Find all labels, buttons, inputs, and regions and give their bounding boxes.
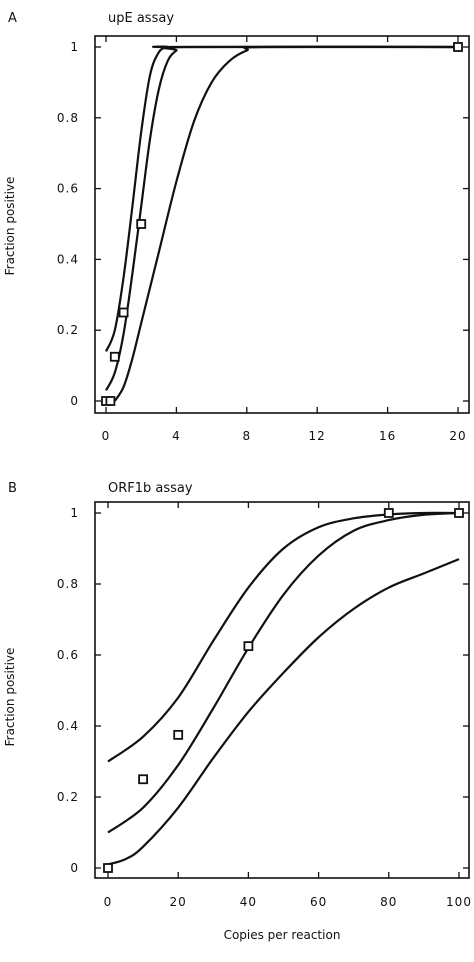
data-point xyxy=(383,508,394,518)
plot-frame xyxy=(94,501,470,879)
chart-title: upE assay xyxy=(108,11,174,26)
plot-frame xyxy=(94,35,470,414)
y-tick-label: 0.4 xyxy=(57,252,79,266)
data-point xyxy=(454,508,464,518)
x-tick-label: 20 xyxy=(449,429,466,443)
panel-letter: B xyxy=(8,481,17,496)
x-tick-label: 60 xyxy=(310,895,327,909)
data-point xyxy=(138,774,149,785)
y-tick-label: 0.4 xyxy=(57,719,79,733)
lower-bound-curve xyxy=(107,558,460,866)
data-point xyxy=(118,307,129,318)
y-axis-label: Fraction positive xyxy=(3,648,17,747)
data-point xyxy=(453,42,463,52)
data-point xyxy=(103,863,113,873)
y-tick-label: 1 xyxy=(70,40,79,54)
data-point xyxy=(105,396,116,406)
upper-bound-curve xyxy=(107,511,460,763)
y-tick-label: 0.8 xyxy=(57,577,79,591)
x-tick-label: 80 xyxy=(380,895,397,909)
data-point xyxy=(243,641,254,652)
x-tick-label: 0 xyxy=(104,895,113,909)
panel-letter: A xyxy=(8,11,17,26)
chart-title: ORF1b assay xyxy=(108,481,193,496)
y-tick-label: 0.6 xyxy=(57,648,79,662)
data-point xyxy=(109,351,120,362)
x-tick-label: 12 xyxy=(309,429,326,443)
y-tick-label: 1 xyxy=(70,506,79,520)
x-axis-label: Copies per reaction xyxy=(224,928,341,942)
y-axis-label: Fraction positive xyxy=(3,177,17,276)
x-tick-label: 0 xyxy=(102,429,111,443)
lower-bound-curve xyxy=(113,45,459,402)
x-tick-label: 8 xyxy=(242,429,251,443)
y-tick-label: 0 xyxy=(70,861,79,875)
data-point xyxy=(173,729,184,740)
x-tick-label: 40 xyxy=(240,895,257,909)
x-tick-label: 16 xyxy=(379,429,396,443)
y-tick-label: 0.2 xyxy=(57,790,79,804)
x-tick-label: 4 xyxy=(172,429,181,443)
y-tick-label: 0 xyxy=(70,394,79,408)
fit-curve xyxy=(105,45,459,391)
x-tick-label: 100 xyxy=(446,895,472,909)
y-tick-label: 0.6 xyxy=(57,182,79,196)
fit-curve xyxy=(107,511,460,834)
panel-b: B ORF1b assay Fraction positive Copies per … xyxy=(3,481,472,942)
data-point xyxy=(136,219,147,229)
y-tick-label: 0.8 xyxy=(57,111,79,125)
y-tick-label: 0.2 xyxy=(57,323,79,337)
x-tick-label: 20 xyxy=(170,895,187,909)
